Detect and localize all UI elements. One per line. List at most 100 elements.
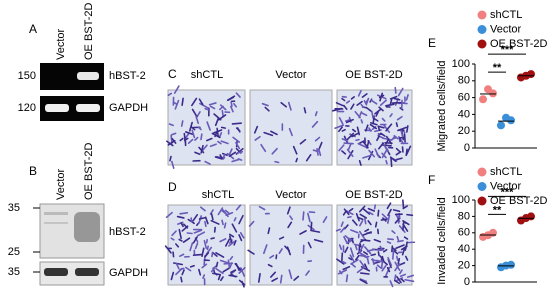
legend-label: Vector bbox=[490, 23, 522, 35]
cell bbox=[389, 113, 393, 118]
cell bbox=[182, 237, 191, 243]
cell bbox=[355, 254, 360, 261]
cell bbox=[348, 207, 354, 212]
cell bbox=[236, 150, 244, 154]
cell bbox=[377, 142, 384, 150]
cell bbox=[233, 239, 237, 246]
cell bbox=[228, 240, 236, 247]
cell bbox=[179, 137, 184, 142]
cell bbox=[395, 244, 405, 250]
cell bbox=[406, 125, 409, 133]
cell bbox=[190, 126, 196, 131]
cell bbox=[193, 229, 202, 234]
cell bbox=[361, 207, 371, 215]
cell bbox=[302, 211, 305, 221]
cell bbox=[206, 137, 213, 142]
cell bbox=[370, 253, 376, 257]
cell bbox=[280, 101, 288, 108]
cell bbox=[353, 243, 360, 247]
cell bbox=[366, 140, 370, 149]
cell bbox=[222, 267, 230, 273]
cell bbox=[201, 247, 205, 257]
cell bbox=[311, 120, 319, 128]
cell bbox=[267, 227, 271, 235]
cell bbox=[223, 222, 227, 229]
cell bbox=[185, 131, 194, 136]
cell bbox=[396, 235, 400, 242]
cell bbox=[179, 253, 185, 257]
cell bbox=[258, 205, 266, 211]
marker: 120 bbox=[18, 102, 36, 114]
cell bbox=[397, 239, 404, 243]
cell bbox=[389, 280, 394, 288]
cell bbox=[287, 221, 293, 229]
cell bbox=[343, 208, 350, 216]
panel-label: D bbox=[168, 180, 177, 194]
cell bbox=[235, 92, 241, 98]
cell bbox=[224, 238, 231, 247]
cell bbox=[401, 247, 406, 256]
cell bbox=[208, 102, 217, 106]
cell bbox=[231, 158, 241, 163]
band bbox=[74, 212, 100, 242]
cell bbox=[382, 137, 393, 141]
cell bbox=[248, 220, 255, 227]
cell bbox=[396, 115, 403, 121]
cell bbox=[357, 142, 368, 149]
cell bbox=[181, 269, 185, 276]
cell bbox=[171, 137, 177, 144]
cell bbox=[305, 154, 312, 162]
cell bbox=[203, 239, 208, 249]
cell bbox=[343, 224, 349, 230]
cell bbox=[399, 273, 407, 278]
cell bbox=[358, 205, 366, 213]
cell bbox=[198, 268, 202, 276]
condition: OE BST-2D bbox=[345, 69, 403, 81]
cell bbox=[389, 98, 393, 106]
cell bbox=[359, 243, 365, 253]
cell bbox=[218, 132, 223, 138]
cell bbox=[390, 156, 393, 168]
legend-label: Vector bbox=[490, 180, 522, 192]
legend-label: OE BST-2D bbox=[490, 195, 548, 207]
cell bbox=[360, 272, 370, 275]
cell bbox=[368, 211, 374, 216]
cell bbox=[340, 226, 346, 233]
condition: shCTL bbox=[191, 69, 223, 81]
cell bbox=[369, 123, 378, 130]
cell bbox=[198, 216, 206, 220]
cell bbox=[228, 151, 237, 157]
cell bbox=[350, 259, 359, 265]
band bbox=[77, 72, 99, 80]
cell bbox=[397, 257, 401, 265]
cell bbox=[341, 97, 346, 102]
cell bbox=[223, 262, 234, 265]
sig-label: ** bbox=[493, 62, 502, 74]
cell bbox=[213, 129, 223, 134]
cell bbox=[341, 260, 347, 264]
cell bbox=[197, 126, 202, 131]
y-axis-label: Migrated cells/field bbox=[436, 60, 448, 151]
cell bbox=[406, 213, 414, 217]
cell bbox=[376, 135, 381, 142]
cell bbox=[386, 214, 391, 224]
y-tick-label: 100 bbox=[452, 58, 470, 70]
lane-label: OE BST-2D bbox=[83, 2, 95, 60]
cell bbox=[192, 253, 203, 256]
target: GAPDH bbox=[109, 102, 148, 114]
cell bbox=[274, 160, 280, 164]
cell bbox=[178, 228, 182, 240]
y-tick-label: 80 bbox=[458, 75, 470, 87]
cell bbox=[239, 231, 245, 239]
y-tick-label: 40 bbox=[458, 243, 470, 255]
cell bbox=[210, 265, 217, 273]
cell bbox=[381, 117, 386, 122]
cell bbox=[394, 86, 397, 94]
cell bbox=[262, 244, 268, 255]
cell bbox=[402, 199, 405, 209]
cell bbox=[284, 245, 290, 252]
cell bbox=[219, 238, 227, 243]
cell bbox=[215, 252, 225, 258]
cell bbox=[393, 97, 401, 101]
target: hBST-2 bbox=[109, 226, 146, 238]
